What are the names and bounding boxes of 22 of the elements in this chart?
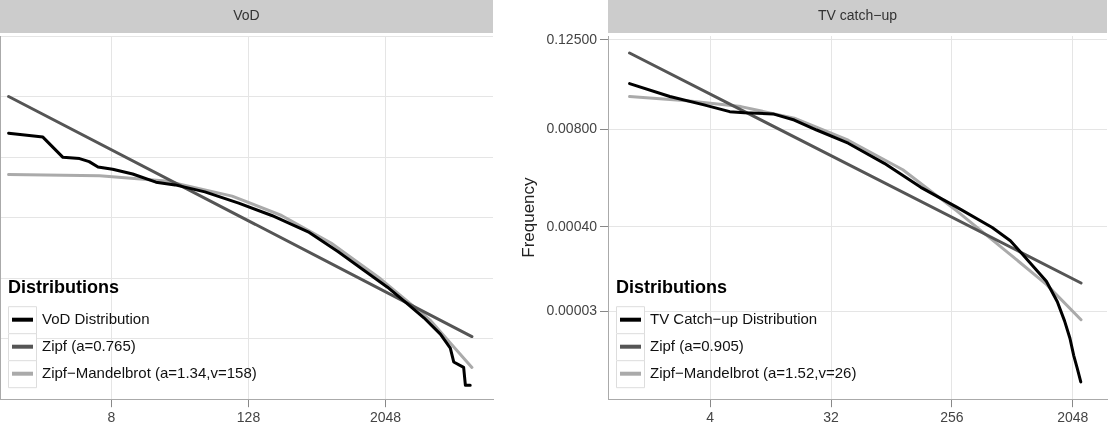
x-tick-label: 32 [823, 409, 840, 426]
x-tick-label: 8 [107, 409, 116, 426]
legend-label: TV Catch−up Distribution [650, 309, 818, 327]
x-tick-label: 2048 [1057, 409, 1089, 426]
y-tick-label: 0.00040 [546, 217, 598, 234]
chart-title: VoD [233, 7, 260, 24]
y-tick-label: 0.12500 [546, 30, 598, 47]
y-tick-label: 0.00003 [546, 301, 598, 318]
legend-label: Zipf−Mandelbrot (a=1.52,v=26) [650, 363, 857, 381]
x-tick-label: 4 [706, 409, 715, 426]
x-tick-label: 2048 [369, 409, 402, 426]
x-tick-label: 256 [940, 409, 964, 426]
legend-label: Zipf (a=0.905) [650, 336, 744, 354]
legend-label: Zipf−Mandelbrot (a=1.34,v=158) [42, 363, 257, 381]
legend-label: VoD Distribution [42, 309, 150, 327]
y-tick-label: 0.00800 [546, 120, 598, 137]
x-tick-label: 128 [236, 409, 261, 426]
legend-title: Distributions [8, 277, 119, 298]
y-axis-title: Frequency [518, 176, 538, 258]
legend-title: Distributions [616, 277, 728, 298]
chart-title: TV catch−up [818, 7, 898, 24]
legend-label: Zipf (a=0.765) [42, 336, 136, 354]
